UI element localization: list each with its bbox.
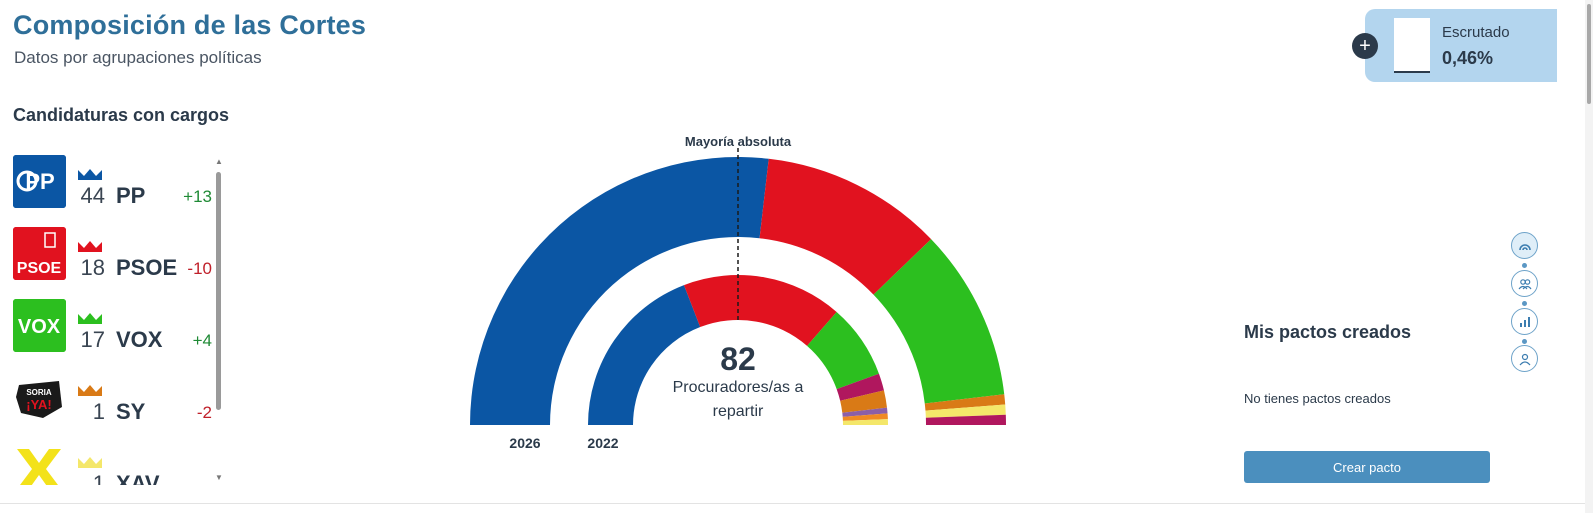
crown-icon: [78, 313, 102, 324]
crear-pacto-button[interactable]: Crear pacto: [1244, 451, 1490, 483]
svg-text:VOX: VOX: [18, 316, 61, 338]
soria-ya-logo-icon: SORIA ¡YA!: [16, 381, 62, 418]
crown-icon: [78, 385, 102, 396]
total-seats-label-line-2: repartir: [713, 403, 764, 420]
page-scrollbar[interactable]: [1585, 0, 1593, 513]
svg-text:SORIA: SORIA: [26, 388, 52, 397]
hemicycle-segment-2026-psoe[interactable]: [759, 158, 932, 295]
hemicycle-segment-2026-sy[interactable]: [924, 394, 1006, 411]
party-list-scroll-thumb[interactable]: [216, 172, 221, 410]
majority-label: Mayoría absoluta: [685, 134, 792, 149]
hemicycle-segment-2022-vox[interactable]: [807, 311, 879, 390]
pp-logo-icon: PP: [13, 155, 66, 208]
svg-text:¡YA!: ¡YA!: [26, 397, 52, 412]
party-row-vox[interactable]: VOX 17 VOX +4: [13, 299, 218, 359]
escrutado-value: 0,46%: [1442, 48, 1494, 68]
hemicycle-segment-2022-psoe[interactable]: [683, 275, 837, 346]
candidates-icon[interactable]: [1511, 345, 1538, 372]
party-seat-change: -2: [196, 403, 212, 422]
party-seat-change: +13: [183, 187, 212, 206]
psoe-logo-icon: PSOE: [13, 227, 66, 280]
xav-logo-icon: [13, 443, 66, 485]
candidaturas-title: Candidaturas con cargos: [13, 105, 230, 125]
pactos-title: Mis pactos creados: [1244, 322, 1412, 342]
pactos-empty-message: No tienes pactos creados: [1244, 391, 1391, 406]
party-row-sy[interactable]: SORIA ¡YA! 1 SY -2: [13, 371, 218, 431]
party-list: PP 44 PP +13 PSOE 18 PSOE -10 VOX 17: [13, 155, 218, 485]
hemicycle-segment-2022-xav[interactable]: [842, 419, 888, 425]
svg-text:PSOE: PSOE: [17, 260, 62, 277]
total-seats-label-line-1: Procuradores/as a: [673, 379, 804, 396]
party-seats: 1: [92, 399, 105, 424]
xav-logo-icon: [17, 449, 61, 485]
page-subtitle: Datos por agrupaciones políticas: [14, 48, 262, 67]
hemicycle-segment-2026-upl[interactable]: [925, 414, 1006, 425]
psoe-logo-icon: PSOE: [13, 227, 66, 280]
hemicycle-segment-2022-cs[interactable]: [842, 413, 888, 421]
party-seats: 1: [92, 471, 105, 485]
ring-label-2026: 2026: [509, 435, 540, 451]
crown-icon: [78, 241, 102, 252]
escrutado-progress-fill: [1394, 71, 1430, 72]
divider: [0, 503, 1585, 504]
party-row-pp[interactable]: PP 44 PP +13: [13, 155, 218, 215]
chart-icon[interactable]: [1511, 308, 1538, 335]
party-row-xav[interactable]: 1 XAV: [13, 443, 218, 485]
hemicycle-segment-2026-vox[interactable]: [873, 239, 1005, 404]
party-acronym: XAV: [116, 471, 160, 485]
hemicycle-segment-2022-podemos[interactable]: [842, 407, 888, 417]
pacts-icon[interactable]: [1511, 270, 1538, 297]
hemicycle-segment-2026-pp[interactable]: [470, 156, 769, 425]
hemicycle-icon[interactable]: [1511, 232, 1538, 259]
scroll-down-icon[interactable]: ▼: [215, 473, 223, 482]
party-acronym: PP: [116, 183, 146, 208]
view-nav: [1510, 232, 1540, 372]
party-seat-change: -10: [187, 259, 212, 278]
ring-label-2022: 2022: [587, 435, 618, 451]
party-acronym: PSOE: [116, 255, 178, 280]
page-title: Composición de las Cortes: [13, 10, 367, 40]
hemicycle-segment-2022-upl[interactable]: [836, 373, 884, 401]
soria-ya-logo-icon: SORIA ¡YA!: [13, 371, 66, 424]
hemicycle-chart: 2026 2022 Mayoría absoluta 82 Procuradores/a…: [470, 134, 1006, 451]
svg-text:PP: PP: [25, 169, 54, 194]
party-seats: 17: [80, 327, 105, 352]
party-acronym: SY: [116, 399, 146, 424]
nav-connector: [1522, 339, 1527, 344]
scroll-up-icon[interactable]: ▲: [215, 157, 223, 166]
party-row-psoe[interactable]: PSOE 18 PSOE -10: [13, 227, 218, 287]
hemicycle-segment-2026-xav[interactable]: [925, 404, 1006, 418]
nav-connector: [1522, 301, 1527, 306]
pp-logo-icon: PP: [13, 155, 66, 208]
total-seats-number: 82: [720, 341, 756, 377]
crown-icon: [78, 457, 102, 468]
party-acronym: VOX: [116, 327, 163, 352]
escrutado-progress-bar: [1394, 18, 1430, 73]
party-seat-change: +4: [192, 331, 212, 350]
hemicycle-segment-2022-sy[interactable]: [840, 390, 887, 413]
vox-logo-icon: VOX: [13, 299, 66, 352]
page-scroll-thumb[interactable]: [1587, 4, 1591, 104]
expand-plus-icon[interactable]: +: [1352, 33, 1378, 59]
party-seats: 44: [80, 183, 105, 208]
escrutado-label: Escrutado: [1442, 24, 1510, 41]
party-seats: 18: [80, 255, 105, 280]
vox-logo-icon: VOX: [13, 299, 66, 352]
nav-connector: [1522, 263, 1527, 268]
crown-icon: [78, 169, 102, 180]
hemicycle-segment-2022-pp[interactable]: [588, 285, 701, 425]
